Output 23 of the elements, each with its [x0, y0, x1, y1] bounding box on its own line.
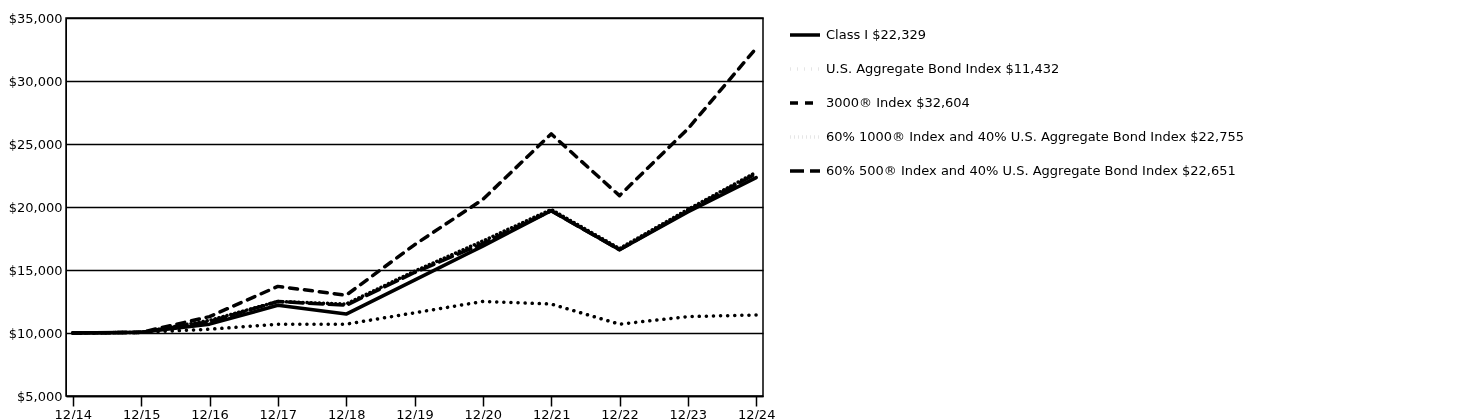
y-tick-label: $25,000: [8, 136, 63, 152]
x-tick-label: 12/15: [122, 406, 161, 419]
x-tick-label: 12/24: [737, 406, 776, 419]
y-tick-label: $5,000: [17, 388, 63, 404]
x-tick-label: 12/18: [327, 406, 366, 419]
x-tick-label: 12/21: [532, 406, 571, 419]
x-tick-label: 12/17: [259, 406, 298, 419]
legend-label: 3000® Index $32,604: [826, 95, 970, 110]
x-tick-label: 12/22: [601, 406, 639, 419]
y-tick-label: $30,000: [8, 73, 63, 89]
legend-label: U.S. Aggregate Bond Index $11,432: [826, 61, 1060, 76]
x-tick-label: 12/20: [464, 406, 503, 419]
x-tick-label: 12/19: [396, 406, 434, 419]
x-tick-label: 12/14: [54, 406, 93, 419]
x-tick-label: 12/23: [669, 406, 708, 419]
y-tick-label: $20,000: [8, 199, 63, 215]
legend-label: Class I $22,329: [826, 27, 927, 42]
x-tick-label: 12/16: [191, 406, 229, 419]
y-tick-label: $15,000: [8, 262, 63, 278]
y-tick-label: $35,000: [8, 10, 63, 26]
legend-label: 60% 500® Index and 40% U.S. Aggregate Bond Index $22,651: [826, 163, 1236, 178]
y-tick-label: $10,000: [8, 325, 63, 341]
legend-label: 60% 1000® Index and 40% U.S. Aggregate Bond Index $22,755: [826, 129, 1245, 144]
